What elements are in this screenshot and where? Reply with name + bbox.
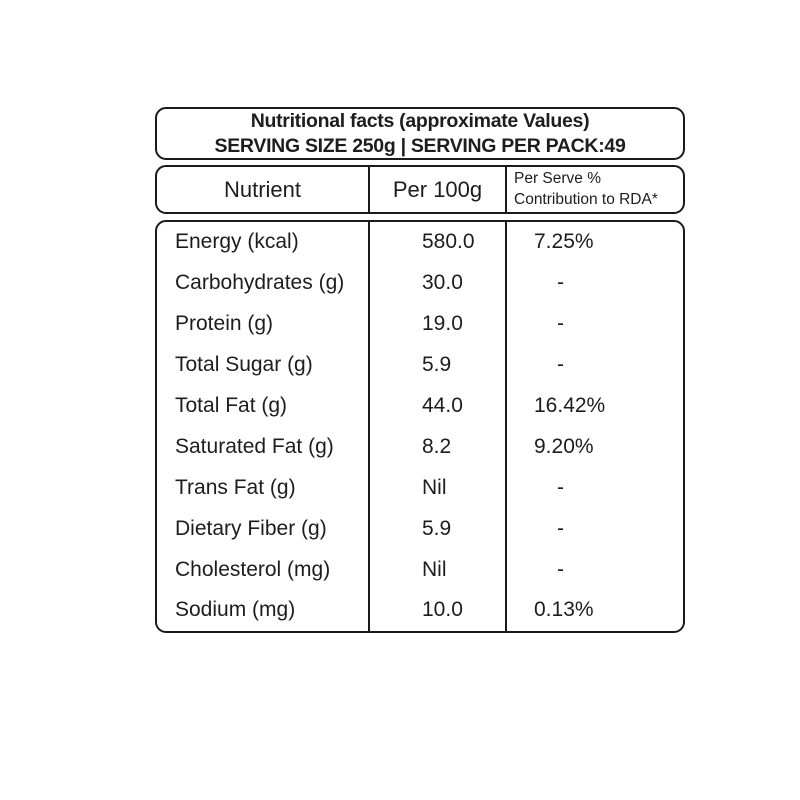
per-100g-cell: 8.2 <box>370 426 507 468</box>
nutrient-cell: Trans Fat (g) <box>157 467 370 509</box>
per-100g-cell: 30.0 <box>370 262 507 304</box>
per-100g-cell: 5.9 <box>370 508 507 550</box>
nutrition-label: Nutritional facts (approximate Values) S… <box>155 107 685 633</box>
rda-cell: 9.20% <box>534 434 594 458</box>
rda-header-line1: Per Serve % <box>514 170 602 187</box>
nutrient-cell: Dietary Fiber (g) <box>157 508 370 550</box>
label-title: Nutritional facts (approximate Values) <box>250 109 590 132</box>
column-header-per-100g: Per 100g <box>370 167 507 212</box>
title-box: Nutritional facts (approximate Values) S… <box>155 107 685 160</box>
per-100g-cell: 10.0 <box>370 590 507 631</box>
rda-cell: - <box>557 353 564 377</box>
rda-cell: - <box>557 475 564 499</box>
rda-cell: - <box>557 516 564 540</box>
table-header-row: Nutrient Per 100g Per Serve % Contributi… <box>155 165 685 214</box>
table-body: Energy (kcal) 580.0 7.25% Carbohydrates … <box>155 220 685 633</box>
nutrient-cell: Carbohydrates (g) <box>157 262 370 304</box>
rda-cell: - <box>557 312 564 336</box>
per-100g-cell: Nil <box>370 549 507 591</box>
column-header-nutrient: Nutrient <box>157 167 370 212</box>
rda-header-line2: Contribution to RDA* <box>514 190 658 208</box>
nutrient-cell: Total Sugar (g) <box>157 344 370 386</box>
per-100g-cell: 5.9 <box>370 344 507 386</box>
rda-cell: 16.42% <box>534 394 606 417</box>
rda-cell: 0.13% <box>534 598 594 622</box>
nutrient-cell: Saturated Fat (g) <box>157 426 370 468</box>
column-header-rda: Per Serve % Contribution to RDA* <box>507 167 683 212</box>
per-100g-cell: 580.0 <box>370 222 507 263</box>
nutrient-cell: Cholesterol (mg) <box>157 549 370 591</box>
rda-cell: - <box>557 271 564 295</box>
rda-cell: 7.25% <box>534 230 594 254</box>
nutrient-cell: Sodium (mg) <box>157 590 370 631</box>
per-100g-cell: 19.0 <box>370 303 507 345</box>
per-100g-cell: Nil <box>370 467 507 509</box>
serving-info: SERVING SIZE 250g | SERVING PER PACK:49 <box>214 134 626 157</box>
nutrient-cell: Protein (g) <box>157 303 370 345</box>
rda-cell: - <box>557 557 564 581</box>
per-100g-cell: 44.0 <box>370 385 507 427</box>
nutrient-cell: Total Fat (g) <box>157 385 370 427</box>
nutrient-cell: Energy (kcal) <box>157 222 370 263</box>
